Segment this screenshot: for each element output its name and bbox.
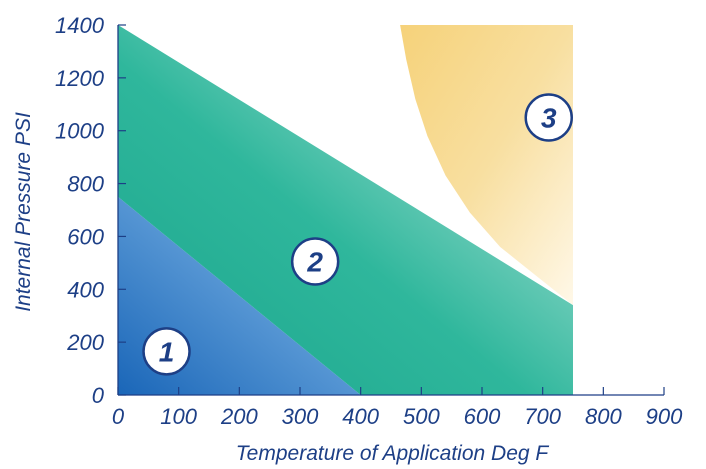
zone-label-circle: [142, 327, 191, 376]
zone-label-text: 2: [306, 247, 323, 278]
y-tick-label: 600: [67, 224, 104, 249]
x-axis-title: Temperature of Application Deg F: [236, 442, 550, 465]
y-tick-label: 200: [66, 330, 104, 355]
x-tick-label: 200: [220, 404, 258, 429]
x-tick-label: 400: [342, 404, 379, 429]
y-axis-title: Internal Pressure PSI: [12, 112, 35, 312]
x-tick-label: 800: [585, 404, 622, 429]
zone-label-text: 1: [159, 336, 175, 367]
axes-layer: 0 100 200 300 400 500 600 700 800 900 0 200 400 600 80…: [55, 13, 683, 429]
y-tick-label: 0: [92, 383, 105, 408]
zone-label-1: 1: [142, 327, 191, 376]
y-tick-label: 1000: [55, 119, 105, 144]
zone-label-2: 2: [290, 237, 340, 286]
region-2: [118, 25, 573, 395]
y-tick-label: 800: [67, 172, 104, 197]
x-tick-label: 600: [464, 404, 501, 429]
zone-label-3: 3: [524, 93, 573, 142]
x-tick-label: 100: [160, 404, 197, 429]
x-tick-label: 300: [282, 404, 319, 429]
x-tick-label: 500: [403, 404, 440, 429]
y-tick-label: 1200: [55, 66, 105, 91]
x-tick-label: 0: [112, 404, 125, 429]
region-3: [400, 25, 573, 306]
zone-label-circle: [290, 237, 340, 286]
zone-label-text: 3: [541, 103, 557, 134]
labels-layer: 1 2 3: [142, 93, 573, 376]
x-tick-label: 900: [646, 404, 683, 429]
x-tick-label: 700: [524, 404, 561, 429]
y-tick-label: 1400: [55, 13, 105, 38]
y-tick-label: 400: [67, 277, 104, 302]
zone-label-circle: [524, 93, 573, 142]
